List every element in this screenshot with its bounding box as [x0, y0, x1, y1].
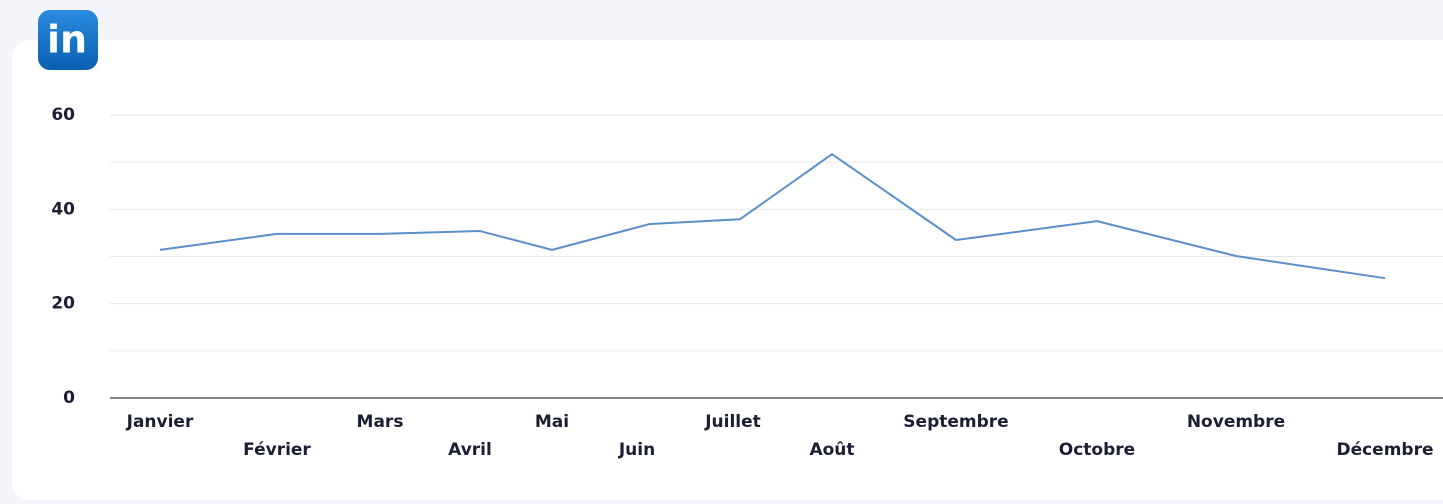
x-tick-label: Mai — [535, 412, 569, 432]
y-tick-label: 20 — [51, 294, 75, 314]
logo-text: in — [47, 18, 87, 62]
x-tick-label: Juin — [618, 440, 655, 460]
y-tick-label: 60 — [51, 105, 75, 125]
card — [12, 40, 1443, 500]
y-tick-label: 40 — [51, 199, 75, 219]
x-tick-label: Mars — [357, 412, 404, 432]
data-line — [159, 153, 1386, 280]
linkedin-logo — [38, 10, 98, 70]
x-tick-label: Novembre — [1187, 412, 1285, 432]
x-tick-label: Décembre — [1336, 440, 1433, 460]
x-tick-label: Juillet — [704, 412, 761, 432]
y-tick-label: 0 — [63, 388, 75, 408]
x-tick-label: Janvier — [126, 412, 194, 432]
x-tick-label: Août — [809, 440, 854, 460]
x-tick-label: Avril — [448, 440, 492, 460]
x-tick-label: Octobre — [1059, 440, 1135, 460]
x-tick-label: Février — [243, 440, 311, 460]
x-tick-label: Septembre — [903, 412, 1008, 432]
